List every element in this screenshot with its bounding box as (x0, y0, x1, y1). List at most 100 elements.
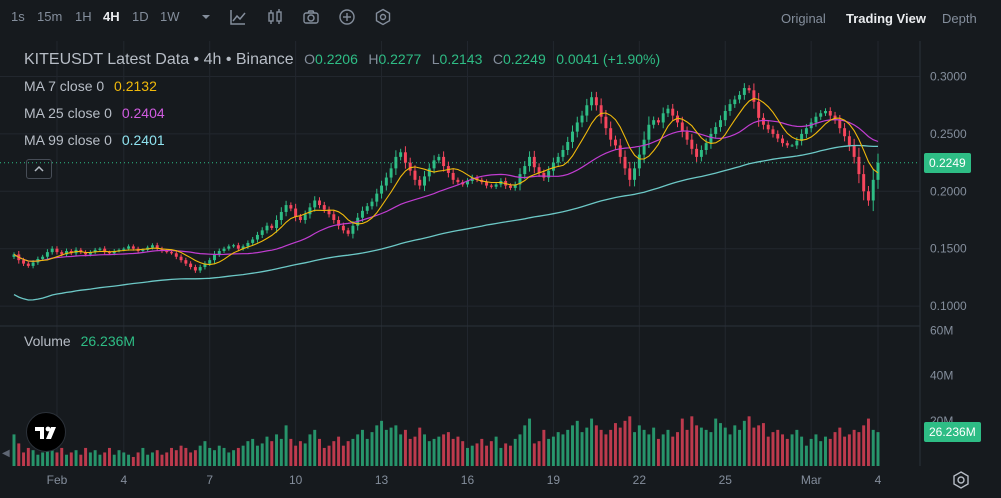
candle-body (642, 139, 646, 155)
ohlc-change: 0.0041 (+1.90%) (556, 51, 661, 67)
candle-body (50, 248, 54, 253)
volume-bar (337, 436, 341, 466)
volume-bar (738, 429, 742, 466)
price-tick-label: 0.2000 (930, 184, 967, 198)
volume-bar (809, 438, 813, 466)
candle-body (456, 179, 460, 183)
candle-body (408, 162, 412, 171)
volume-bar (45, 445, 49, 466)
volume-bar (475, 443, 479, 466)
interval-1w[interactable]: 1W (160, 9, 180, 24)
ma7-value: 0.2132 (114, 78, 157, 94)
settings-icon[interactable] (374, 8, 392, 26)
volume-bar (566, 429, 570, 466)
volume-bar (69, 452, 73, 466)
volume-bar (322, 447, 326, 466)
candle-body (556, 156, 560, 163)
ohlc-low: L0.2143 (431, 51, 483, 67)
candle-body (399, 152, 403, 157)
time-tick-label: 25 (719, 473, 733, 487)
candle-body (604, 116, 608, 129)
chevron-down-icon[interactable] (197, 8, 215, 26)
candle-body (189, 263, 193, 268)
volume-bar (50, 450, 54, 466)
volume-bar (561, 434, 565, 466)
candle-body (255, 234, 259, 240)
volume-bar (375, 425, 379, 466)
volume-bar (704, 429, 708, 466)
volume-bar (341, 445, 345, 466)
interval-1h[interactable]: 1H (75, 9, 92, 24)
candlesticks (12, 83, 880, 273)
screenshot-icon[interactable] (302, 8, 320, 26)
candle-body (599, 105, 603, 117)
ma99-value: 0.2401 (121, 132, 165, 148)
volume-bar (723, 427, 727, 466)
candle-body (22, 260, 26, 264)
volume-bar (652, 427, 656, 466)
candle-body (508, 185, 512, 188)
candle-body (785, 143, 789, 146)
candle-body (203, 263, 207, 268)
candle-body (284, 205, 288, 212)
candle-body (170, 252, 174, 254)
candle-body (265, 225, 269, 231)
interval-1d[interactable]: 1D (132, 9, 149, 24)
volume-bar (413, 436, 417, 466)
candle-body (375, 193, 379, 202)
volume-bar (676, 432, 679, 466)
volume-bar (747, 416, 751, 466)
volume-bar (504, 443, 508, 466)
chart-grid (0, 41, 920, 466)
volume-bar (680, 418, 684, 466)
volume-bar (437, 436, 441, 466)
candle-style-icon[interactable] (229, 8, 247, 26)
chart-settings-icon[interactable] (951, 470, 971, 490)
volume-bar (833, 432, 837, 466)
volume-bar (356, 434, 360, 466)
candle-body (117, 249, 121, 251)
view-tab-trading-view[interactable]: Trading View (846, 11, 926, 26)
view-tab-depth[interactable]: Depth (942, 11, 977, 26)
volume-bar (107, 447, 111, 466)
candle-body (747, 88, 751, 91)
indicators-icon[interactable] (266, 8, 284, 26)
volume-bar (766, 436, 770, 466)
volume-bar (22, 452, 26, 466)
view-tab-original[interactable]: Original (781, 11, 826, 26)
volume-bar (714, 418, 718, 466)
volume-bar (17, 443, 21, 466)
candle-body (327, 209, 331, 215)
volume-bar (79, 454, 83, 466)
candle-body (26, 263, 30, 266)
candle-body (666, 108, 670, 114)
candle-body (217, 250, 221, 255)
interval-1s[interactable]: 1s (11, 9, 25, 24)
volume-bar (537, 441, 541, 466)
candle-body (318, 200, 321, 206)
time-tick-label: 4 (875, 473, 882, 487)
scroll-left-icon[interactable]: ◀ (2, 448, 10, 459)
candle-body (790, 145, 794, 147)
tradingview-logo[interactable] (26, 412, 66, 452)
interval-4h[interactable]: 4H (103, 9, 120, 24)
candle-body (656, 120, 660, 123)
candle-body (45, 252, 49, 257)
volume-bar (699, 427, 703, 466)
add-icon[interactable] (338, 8, 356, 26)
candle-body (413, 170, 417, 180)
ma99-line (13, 144, 878, 301)
volume-bar (871, 429, 875, 466)
candle-body (475, 177, 479, 180)
legend-collapse-button[interactable] (26, 159, 52, 179)
volume-bar (499, 447, 503, 466)
volume-bar (843, 436, 847, 466)
candle-body (838, 120, 842, 129)
volume-bar (327, 445, 331, 466)
price-tick-label: 0.2500 (930, 127, 967, 141)
volume-bar (222, 447, 226, 466)
volume-bar (580, 432, 584, 466)
interval-15m[interactable]: 15m (37, 9, 63, 24)
volume-bar (380, 420, 384, 466)
